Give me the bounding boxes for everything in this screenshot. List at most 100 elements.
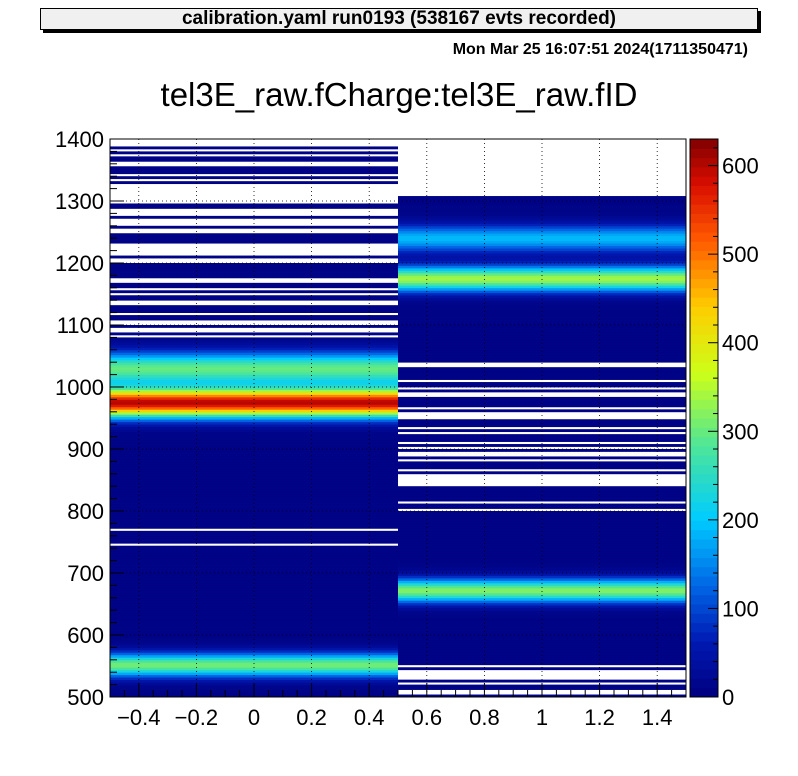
histogram-bin [398, 449, 686, 452]
y-tick-label: 1400 [55, 127, 104, 152]
histogram-bin [398, 444, 686, 447]
histogram-bin [110, 600, 398, 604]
z-tick-label: 500 [722, 242, 759, 267]
histogram-bin [110, 595, 398, 599]
histogram-bin [398, 260, 686, 264]
palette-segment [690, 576, 718, 586]
z-tick-label: 600 [722, 154, 759, 179]
histogram-bin [110, 424, 398, 428]
histogram-bin [398, 535, 686, 539]
palette-segment [690, 659, 718, 670]
histogram-bin [398, 627, 686, 631]
histogram-bin [398, 267, 686, 271]
histogram-bin [110, 461, 398, 465]
histogram-bin [398, 292, 686, 296]
histogram-bin [110, 627, 398, 631]
histogram-bin [110, 672, 398, 676]
palette-segment [690, 455, 718, 465]
palette-segment [690, 232, 718, 242]
palette-segment [690, 352, 718, 363]
histogram-bin [398, 573, 686, 576]
histogram-bin [110, 436, 398, 440]
histogram-bin [398, 352, 686, 356]
histogram-bin [398, 625, 686, 628]
histogram-bin [398, 250, 686, 254]
histogram-bin [398, 602, 686, 606]
histogram-bin [398, 230, 686, 234]
x-tick-label: −0.2 [175, 705, 218, 730]
palette-segment [690, 269, 718, 279]
histogram-bin [398, 580, 686, 584]
histogram-bin [398, 612, 686, 616]
histogram-bin [110, 513, 398, 517]
x-tick-label: −0.4 [117, 705, 160, 730]
histogram-bin [398, 203, 686, 207]
histogram-bin [110, 483, 398, 487]
histogram-bin [398, 605, 686, 609]
y-tick-label: 600 [67, 623, 104, 648]
histogram-bin [110, 449, 398, 452]
histogram-bin [398, 367, 686, 371]
histogram-bin [398, 439, 686, 442]
histogram-bin [110, 501, 398, 504]
histogram-bin [110, 171, 398, 175]
histogram-bin [110, 622, 398, 626]
histogram-bin [110, 374, 398, 378]
y-axis: 500 600 700 800 900 1000 1100 1200 1300 1400 [55, 127, 124, 710]
histogram-bin [110, 158, 398, 162]
histogram-bin [398, 488, 686, 492]
histogram-bin [398, 339, 686, 343]
histogram-bin [398, 548, 686, 552]
histogram-bin [110, 151, 398, 155]
palette-segment [690, 371, 718, 382]
palette-segment [690, 287, 718, 298]
histogram-bin [398, 228, 686, 232]
histogram-bin [110, 533, 398, 537]
histogram-bin [110, 275, 398, 279]
histogram-bin [398, 533, 686, 537]
histogram-bin [398, 461, 686, 465]
palette-segment [690, 492, 718, 503]
histogram-bin [110, 359, 398, 363]
histogram-bin [398, 208, 686, 212]
histogram-bin [110, 337, 398, 341]
histogram-bin [110, 548, 398, 552]
histogram-bin [398, 530, 686, 534]
palette-segment [690, 157, 718, 168]
palette-segment [690, 585, 718, 596]
histogram-bin [398, 282, 686, 286]
histogram-bin [398, 587, 686, 591]
histogram-bin [110, 389, 398, 393]
histogram-bin [398, 272, 686, 276]
histogram-bin [398, 215, 686, 219]
palette-segment [690, 557, 718, 568]
palette-segment [690, 297, 718, 307]
histogram-bin [398, 595, 686, 599]
histogram-bin [398, 667, 686, 671]
histogram-bin [398, 520, 686, 524]
histogram-bin [110, 176, 398, 180]
histogram-bin [398, 396, 686, 400]
histogram-bin [398, 320, 686, 323]
histogram-bin [110, 352, 398, 356]
histogram-bin [110, 255, 398, 259]
histogram-bin [110, 491, 398, 495]
palette-segment [690, 473, 718, 484]
histogram-bin [398, 659, 686, 663]
histogram-bin [110, 377, 398, 380]
histogram-bin [398, 372, 686, 375]
palette-segment [690, 604, 718, 614]
histogram-bin [398, 213, 686, 217]
palette-segment [690, 325, 718, 335]
histogram-bin [398, 399, 686, 403]
y-tick-label: 900 [67, 437, 104, 462]
y-tick-label: 700 [67, 561, 104, 586]
histogram-bin [110, 384, 398, 388]
histogram-bin [398, 582, 686, 586]
histogram-bin [110, 458, 398, 462]
palette-segment [690, 213, 718, 224]
palette-segment [690, 139, 718, 149]
histogram-bin [110, 354, 398, 358]
histogram-bin [398, 253, 686, 256]
histogram-bin [110, 637, 398, 641]
